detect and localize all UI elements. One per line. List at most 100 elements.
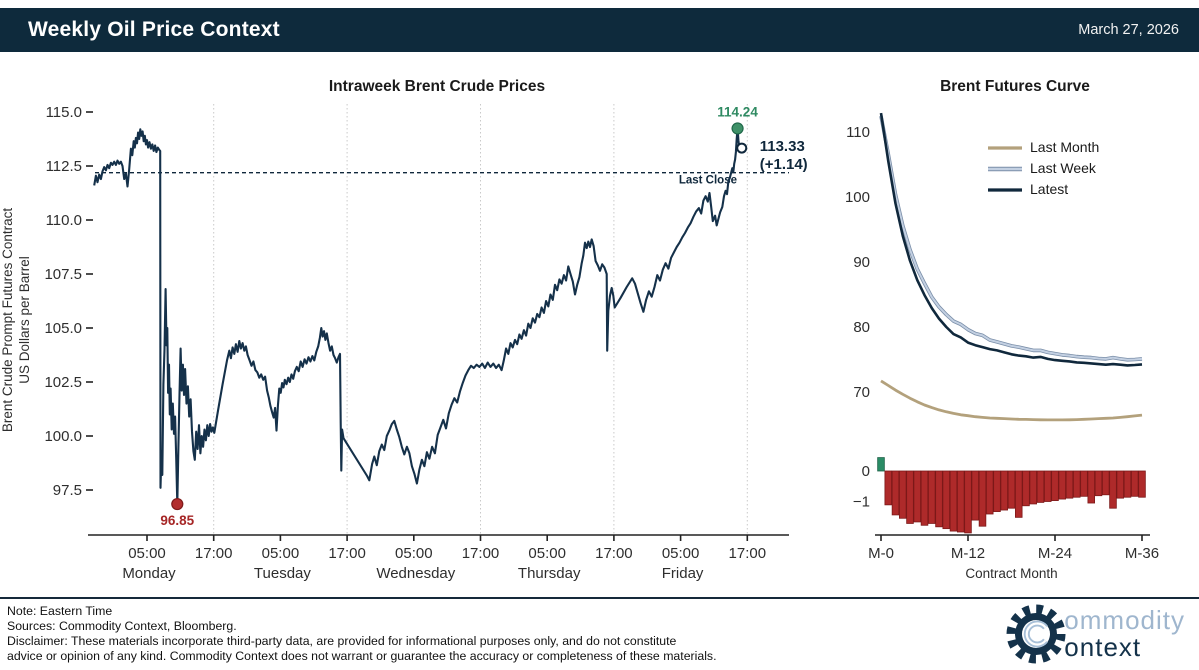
x-tick-time-label: 17:00 bbox=[462, 545, 500, 562]
futures-diff-bar-negative bbox=[920, 470, 929, 526]
x-tick-time-label: 05:00 bbox=[662, 545, 700, 562]
futures-diff-bar-negative bbox=[1065, 470, 1074, 499]
futures-diff-bar-negative bbox=[971, 470, 980, 521]
futures-diff-bar-negative bbox=[942, 470, 951, 530]
futures-x-tick-label: M-36 bbox=[1125, 545, 1159, 562]
y-tick-label: 112.5 bbox=[46, 158, 82, 175]
x-tick-time-label: 17:00 bbox=[595, 545, 633, 562]
x-tick-time-label: 17:00 bbox=[195, 545, 233, 562]
futures-diff-bar-positive bbox=[877, 457, 885, 472]
y-tick-label: 105.0 bbox=[44, 320, 82, 337]
y-tick-label: 102.5 bbox=[44, 374, 82, 391]
logo-c-inner bbox=[1025, 622, 1047, 646]
header-bar: Weekly Oil Price Context March 27, 2026 bbox=[0, 8, 1199, 52]
futures-y-tick-label: 110 bbox=[846, 124, 870, 141]
y-tick-label: 115.0 bbox=[46, 104, 82, 121]
week-low-label: 96.85 bbox=[160, 513, 194, 528]
futures-diff-bar-negative bbox=[993, 470, 1001, 512]
current-price-marker bbox=[736, 142, 748, 154]
week-low-marker bbox=[171, 497, 184, 511]
price-line bbox=[93, 127, 743, 506]
commodity-context-logo: ommodity ontext bbox=[1004, 602, 1185, 666]
futures-y-tick-label: 80 bbox=[853, 319, 870, 336]
disclaimer-line-1: Disclaimer: These materials incorporate … bbox=[7, 634, 677, 648]
y-tick-label: 110.0 bbox=[46, 212, 82, 229]
bars-y-tick-label: −1 bbox=[853, 494, 870, 511]
futures-diff-bar-negative bbox=[1073, 470, 1081, 498]
week-high-marker bbox=[731, 122, 744, 135]
last-close-label: Last Close bbox=[679, 175, 737, 187]
futures-diff-bar-negative bbox=[906, 470, 914, 524]
futures-diff-bar-negative bbox=[1029, 470, 1038, 505]
x-tick-day-label: Friday bbox=[662, 565, 704, 582]
futures-x-tick-label: M-12 bbox=[951, 545, 985, 562]
logo-text-bottom: ontext bbox=[1064, 632, 1142, 662]
x-tick-time-label: 05:00 bbox=[128, 545, 166, 562]
y-axis-label-line2: US Dollars per Barrel bbox=[17, 256, 32, 384]
gear-icon bbox=[1006, 604, 1066, 664]
x-tick-time-label: 17:00 bbox=[328, 545, 366, 562]
y-tick-label: 100.0 bbox=[44, 428, 82, 445]
bars-y-tick-label: 0 bbox=[862, 463, 870, 480]
futures-diff-bar-negative bbox=[935, 470, 943, 528]
futures-diff-bar-negative bbox=[1102, 470, 1110, 496]
futures-y-tick-label: 100 bbox=[845, 189, 870, 206]
note-eastern-time: Note: Eastern Time bbox=[7, 604, 113, 618]
x-tick-time-label: 05:00 bbox=[395, 545, 433, 562]
x-tick-time-label: 05:00 bbox=[262, 545, 300, 562]
footer-notes: Note: Eastern Time Sources: Commodity Co… bbox=[7, 604, 797, 664]
legend-label-last-month: Last Month bbox=[1030, 139, 1099, 155]
futures-diff-bar-negative bbox=[978, 470, 987, 527]
y-axis-label-line1: Brent Crude Prompt Futures Contract bbox=[0, 208, 15, 433]
futures-diff-bar-negative bbox=[1058, 470, 1067, 500]
x-tick-day-label: Monday bbox=[122, 565, 176, 582]
futures-x-tick-label: M-0 bbox=[868, 545, 894, 562]
report-date: March 27, 2026 bbox=[1078, 22, 1179, 38]
x-tick-day-label: Wednesday bbox=[376, 565, 455, 582]
sources-line: Sources: Commodity Context, Bloomberg. bbox=[7, 619, 237, 633]
week-high-label: 114.24 bbox=[717, 104, 758, 119]
futures-diff-bar-negative bbox=[949, 470, 958, 532]
last-month-curve bbox=[880, 379, 1143, 422]
futures-diff-bar-negative bbox=[1022, 470, 1030, 507]
logo-text: ommodity ontext bbox=[1064, 607, 1185, 661]
futures-diff-bar-negative bbox=[1094, 470, 1103, 497]
latest-curve bbox=[879, 112, 1143, 367]
futures-diff-bar-negative bbox=[1138, 470, 1146, 498]
futures-diff-bar-negative bbox=[928, 470, 936, 524]
futures-diff-bar-negative bbox=[1051, 470, 1059, 501]
futures-x-tick-label: M-24 bbox=[1038, 545, 1072, 562]
intraweek-chart-title: Intraweek Brent Crude Prices bbox=[329, 78, 545, 95]
legend-label-latest: Latest bbox=[1030, 181, 1068, 197]
futures-diff-bar-negative bbox=[913, 470, 922, 523]
y-tick-label: 107.5 bbox=[44, 266, 82, 283]
futures-diff-bar-negative bbox=[1116, 470, 1125, 499]
legend-label-last-week: Last Week bbox=[1030, 160, 1097, 176]
futures-diff-bar-negative bbox=[1007, 470, 1016, 509]
footer-divider bbox=[0, 597, 1199, 599]
futures-diff-bar-negative bbox=[986, 470, 994, 515]
x-tick-day-label: Thursday bbox=[518, 565, 581, 582]
futures-diff-bar-negative bbox=[1131, 470, 1139, 497]
x-tick-day-label: Tuesday bbox=[254, 565, 311, 582]
disclaimer-line-2: advice or opinion of any kind. Commodity… bbox=[7, 649, 717, 663]
futures-diff-bar-negative bbox=[957, 470, 965, 533]
x-tick-time-label: 17:00 bbox=[729, 545, 767, 562]
gear-teeth bbox=[1006, 604, 1066, 664]
futures-x-axis-label: Contract Month bbox=[965, 566, 1057, 581]
futures-diff-bar-negative bbox=[964, 470, 972, 534]
futures-diff-bar-negative bbox=[1109, 470, 1117, 509]
current-price-label: 113.33 bbox=[760, 138, 805, 155]
last-week-curve-edge bbox=[879, 115, 1143, 362]
futures-diff-bar-negative bbox=[1036, 470, 1045, 503]
futures-diff-bar-negative bbox=[1087, 470, 1096, 504]
futures-diff-bar-negative bbox=[884, 470, 893, 506]
futures-diff-bar-negative bbox=[899, 470, 907, 519]
futures-diff-bar-negative bbox=[1000, 470, 1009, 511]
futures-diff-bar-negative bbox=[1044, 470, 1052, 502]
last-week-curve bbox=[880, 115, 1143, 361]
futures-diff-bar-negative bbox=[891, 470, 900, 516]
futures-y-tick-label: 70 bbox=[853, 384, 870, 401]
logo-text-top: ommodity bbox=[1064, 605, 1185, 635]
